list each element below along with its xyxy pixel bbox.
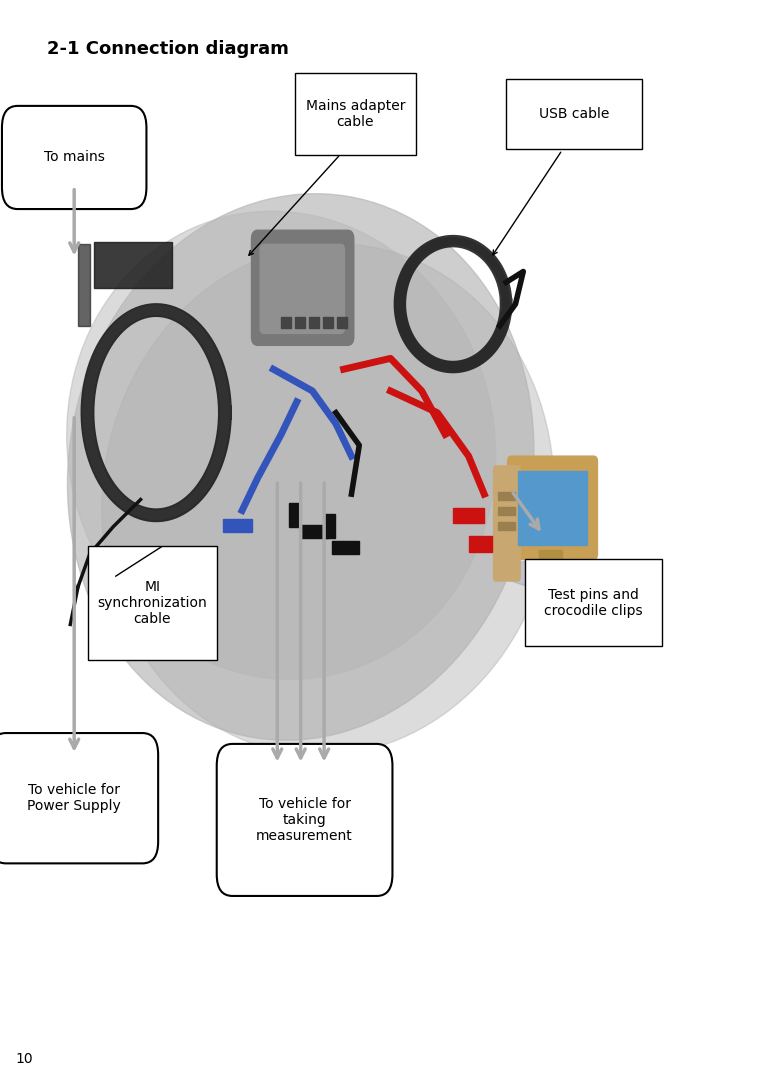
Ellipse shape (505, 558, 607, 589)
Bar (498, 522, 515, 530)
FancyBboxPatch shape (294, 74, 415, 155)
FancyBboxPatch shape (525, 559, 662, 646)
Text: Test pins and
crocodile clips: Test pins and crocodile clips (544, 588, 643, 618)
Text: To vehicle for
Power Supply: To vehicle for Power Supply (27, 783, 121, 813)
Bar (539, 550, 562, 563)
Bar (337, 317, 347, 328)
FancyBboxPatch shape (0, 733, 158, 863)
FancyBboxPatch shape (506, 79, 642, 150)
FancyBboxPatch shape (494, 466, 520, 581)
Text: To vehicle for
taking
measurement: To vehicle for taking measurement (256, 797, 353, 843)
Ellipse shape (102, 244, 555, 755)
FancyBboxPatch shape (87, 546, 217, 660)
Bar (94, 242, 172, 288)
Bar (324, 514, 335, 538)
Bar (469, 536, 492, 552)
FancyBboxPatch shape (216, 744, 392, 896)
Bar (332, 541, 359, 554)
Text: Mains adapter
cable: Mains adapter cable (305, 99, 405, 129)
Text: To mains: To mains (44, 151, 105, 164)
Bar (301, 525, 328, 538)
Text: MI
synchronization
cable: MI synchronization cable (98, 580, 207, 626)
Bar (453, 508, 484, 523)
FancyBboxPatch shape (2, 106, 147, 210)
Ellipse shape (67, 193, 534, 741)
Text: 2-1 Connection diagram: 2-1 Connection diagram (47, 40, 289, 59)
FancyBboxPatch shape (508, 456, 597, 559)
Bar (78, 244, 90, 326)
Bar (281, 317, 291, 328)
Text: 10: 10 (16, 1052, 34, 1066)
Ellipse shape (66, 211, 496, 680)
Bar (309, 317, 319, 328)
FancyBboxPatch shape (251, 230, 354, 345)
FancyBboxPatch shape (260, 244, 344, 333)
Bar (295, 317, 305, 328)
Bar (223, 519, 252, 532)
Bar (498, 492, 515, 500)
Text: USB cable: USB cable (539, 108, 609, 121)
Bar (289, 503, 300, 527)
Bar (498, 507, 515, 515)
Bar (530, 560, 572, 571)
Bar (518, 471, 587, 545)
Bar (323, 317, 333, 328)
